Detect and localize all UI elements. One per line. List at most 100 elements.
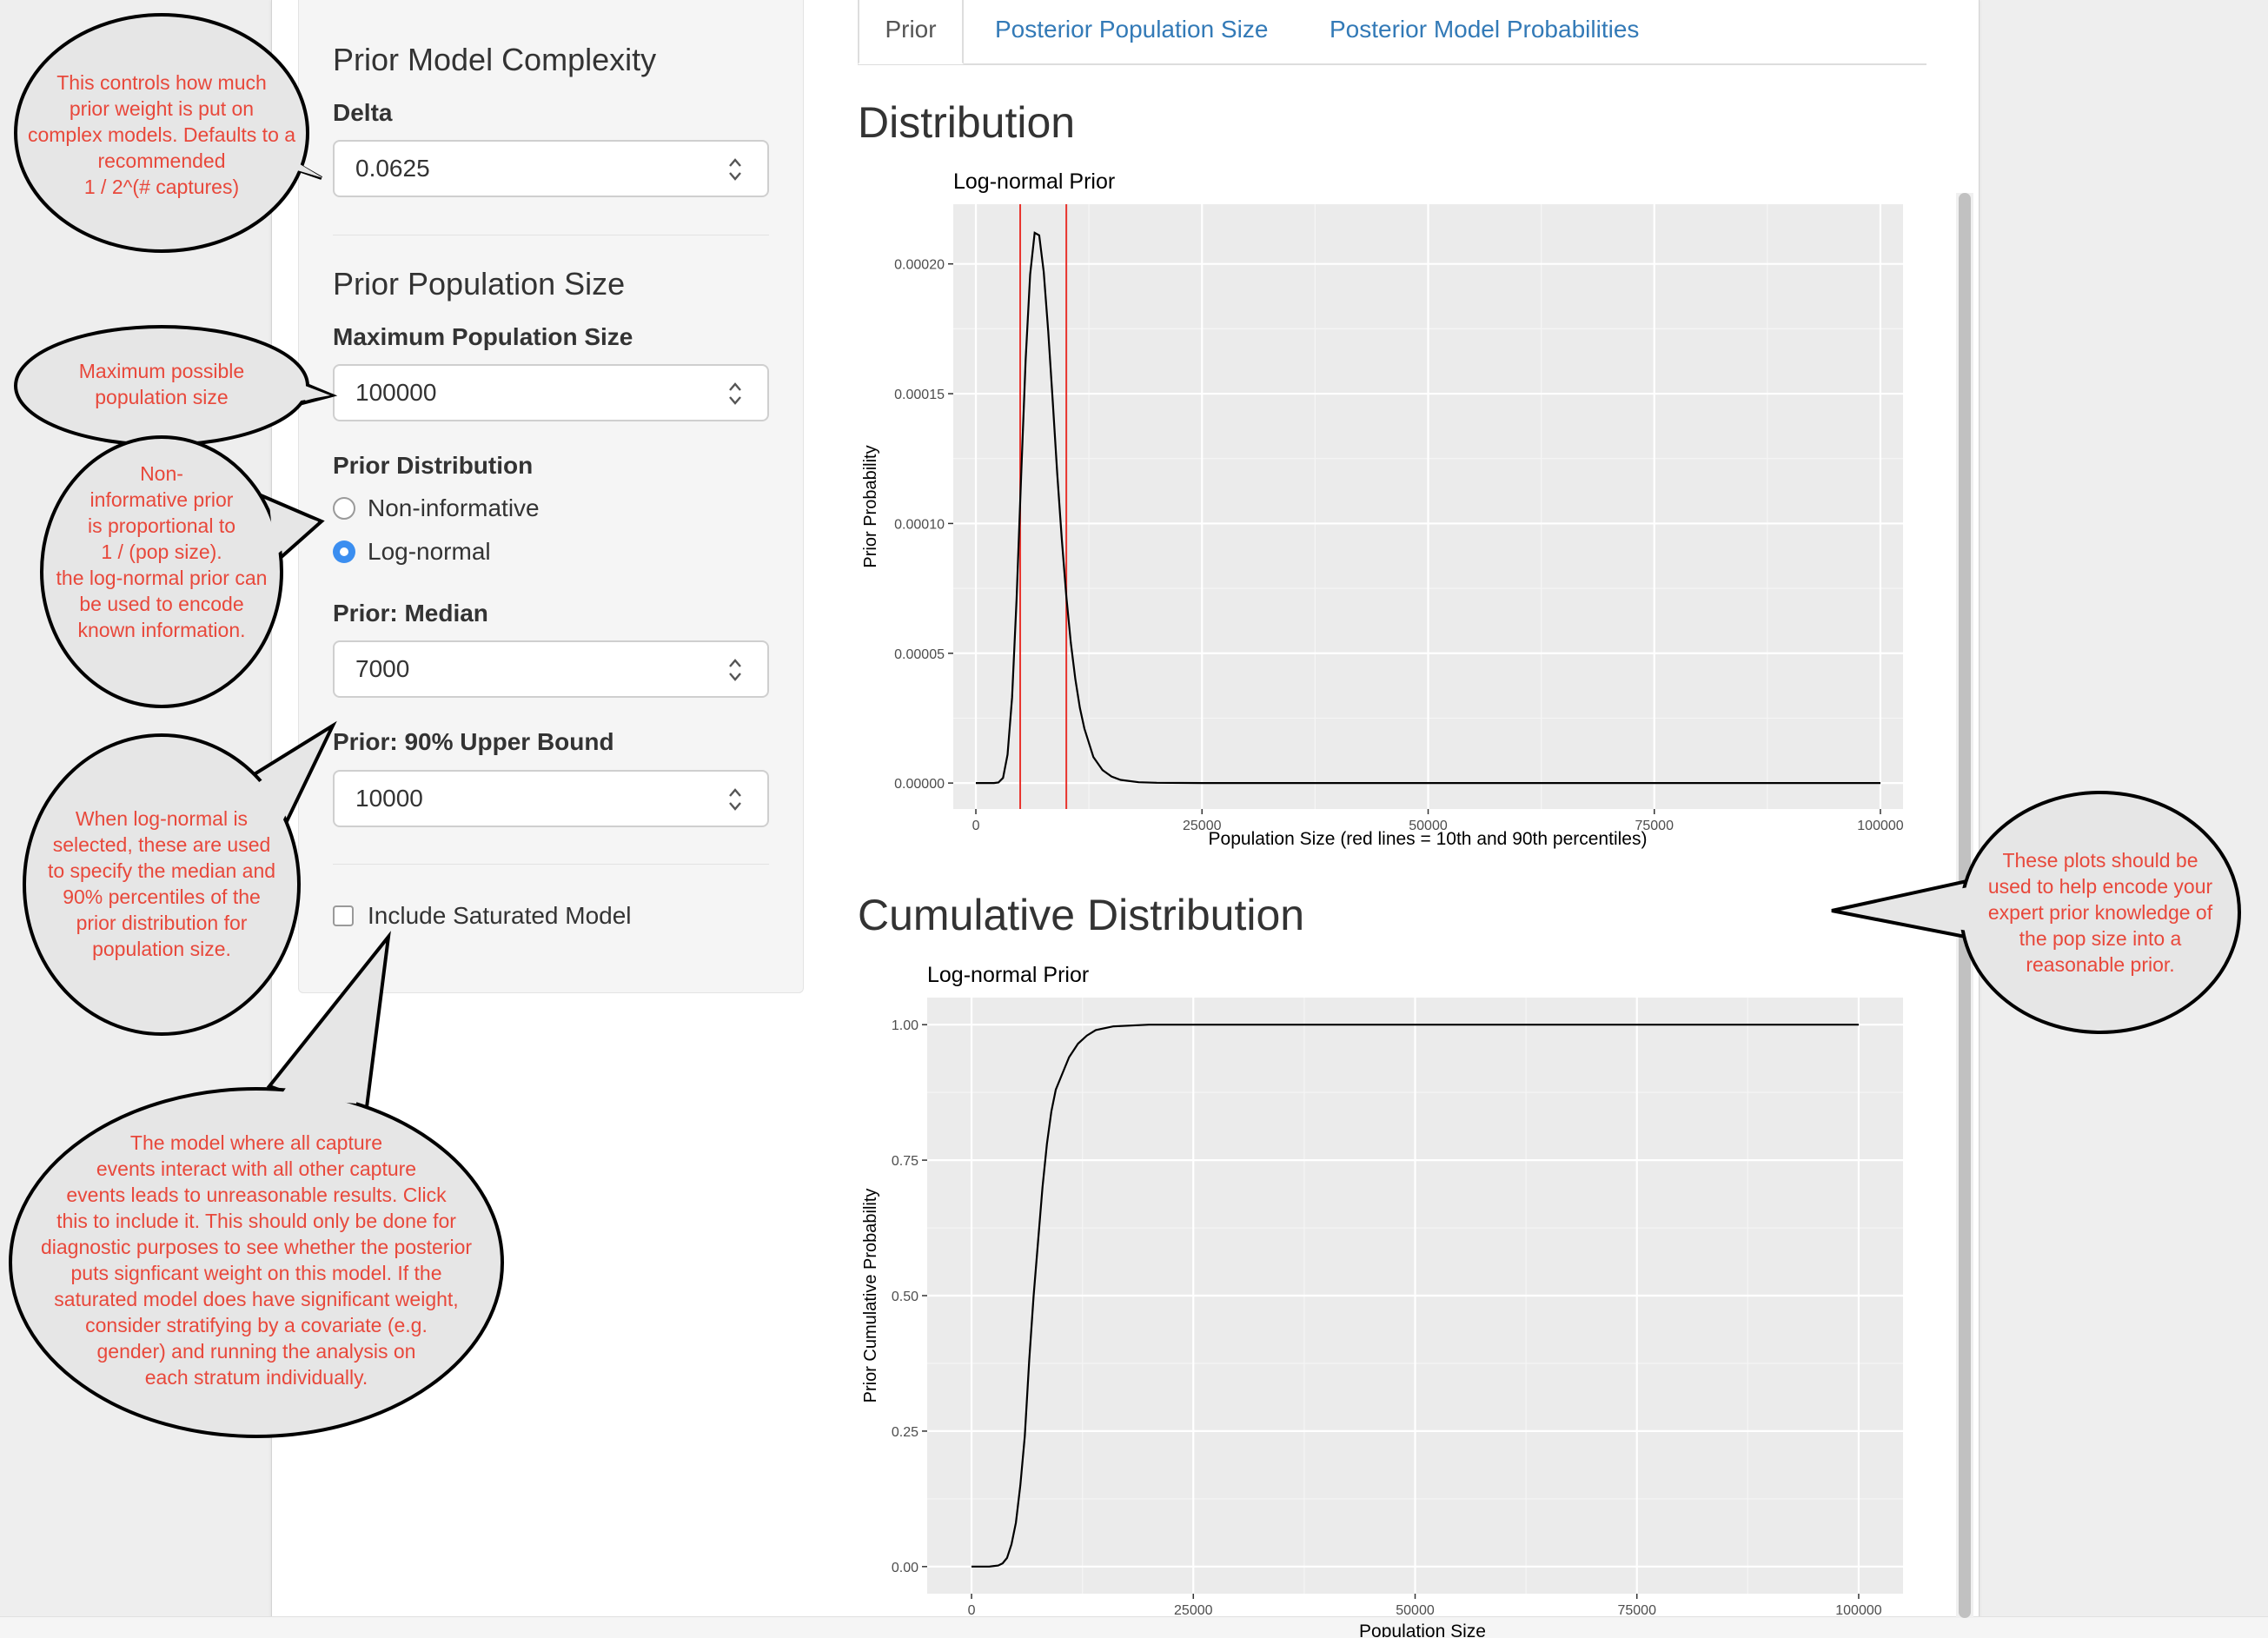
chart-title: Log-normal Prior (927, 963, 1089, 987)
callout-prior-distribution: Non-informative prior is proportional to 1… (40, 435, 325, 708)
x-tick-label: 100000 (1835, 1603, 1881, 1618)
callout-saturated-model: The model where all capture events intera… (9, 931, 504, 1438)
x-tick-label: 25000 (1174, 1603, 1213, 1618)
delta-input[interactable]: 0.0625 (333, 140, 769, 197)
grid-lines (927, 998, 1903, 1594)
bottom-strip (0, 1616, 2268, 1638)
prior-median-input[interactable]: 7000 (333, 640, 769, 698)
radio-off-icon[interactable] (333, 497, 355, 520)
x-tick-label: 75000 (1617, 1603, 1656, 1618)
x-tick-label: 0 (968, 1603, 976, 1618)
y-tick-label: 0.50 (892, 1290, 918, 1304)
checkbox-icon[interactable] (333, 905, 354, 926)
callout-line: the pop size into a (2019, 927, 2182, 950)
callout-line: recommended (97, 149, 225, 172)
callout-line: saturated model does have significant we… (54, 1288, 458, 1310)
callout-line: Non- (140, 462, 183, 485)
prior-median-value: 7000 (355, 655, 410, 682)
divider (333, 864, 769, 865)
callout-line: used to help encode your (1988, 875, 2213, 898)
prior-upper-bound-label: Prior: 90% Upper Bound (333, 728, 614, 755)
callout-line: 1 / (pop size). (101, 540, 222, 563)
prior-cumulative-chart: Log-normal Prior 0 25000 50000 75000 100000 0… (861, 963, 1903, 1637)
callout-line: diagnostic purposes to see whether the p… (41, 1236, 472, 1258)
stepper-icon[interactable] (727, 786, 743, 813)
stepper-icon[interactable] (727, 656, 743, 684)
callout-line: puts signficant weight on this model. If… (70, 1262, 441, 1284)
tab-posterior-population-size[interactable]: Posterior Population Size (995, 16, 1269, 43)
y-tick-label: 0.00015 (894, 388, 945, 402)
x-tick-label: 25000 (1183, 819, 1222, 833)
prior-median-label: Prior: Median (333, 600, 488, 627)
delta-label: Delta (333, 99, 393, 126)
cumulative-distribution-heading: Cumulative Distribution (858, 891, 1305, 939)
y-tick-label: 0.00000 (894, 777, 945, 792)
callout-line: events interact with all other capture (96, 1157, 416, 1180)
callout-plots: These plots should be used to help encode… (1831, 791, 2241, 1034)
callout-line: prior weight is put on (70, 97, 254, 120)
callout-line: be used to encode (79, 593, 243, 615)
callout-delta: This controls how much prior weight is pu… (14, 13, 323, 253)
callout-line: 1 / 2^(# captures) (84, 176, 239, 198)
callout-line: complex models. Defaults to a (28, 123, 295, 146)
x-tick-label: 50000 (1409, 819, 1448, 833)
axes: 0 25000 50000 75000 100000 0.00000 0.00005 0.00… (894, 258, 1904, 833)
distribution-heading: Distribution (858, 98, 1076, 147)
stepper-icon[interactable] (727, 380, 743, 408)
callout-line: These plots should be (2002, 849, 2198, 872)
prior-model-complexity-heading: Prior Model Complexity (333, 42, 657, 77)
prior-density-chart: Log-normal Prior 0 25000 50000 75000 1000000… (861, 169, 1904, 849)
tab-prior[interactable]: Prior (858, 0, 964, 64)
x-tick-label: 0 (972, 819, 980, 833)
callout-line: consider stratifying by a covariate (e.g… (85, 1314, 428, 1336)
callout-line: 90% percentiles of the (63, 885, 261, 908)
prior-distribution-label: Prior Distribution (333, 452, 534, 479)
callout-line: known information. (77, 619, 245, 641)
callout-line: selected, these are used (53, 833, 271, 856)
callout-line: population size. (92, 938, 231, 960)
radio-selected-icon[interactable] (333, 540, 355, 563)
radio-label-non-informative: Non-informative (368, 494, 540, 521)
max-population-value: 100000 (355, 379, 437, 406)
prior-upper-bound-input[interactable]: 10000 (333, 770, 769, 827)
stepper-icon[interactable] (727, 156, 743, 183)
callout-line: population size (95, 386, 228, 408)
include-saturated-model-label: Include Saturated Model (368, 902, 632, 929)
callout-line: gender) and running the analysis on (97, 1340, 416, 1363)
max-population-input[interactable]: 100000 (333, 364, 769, 421)
callout-line: Maximum possible (79, 360, 244, 382)
callout-line: reasonable prior. (2026, 953, 2174, 976)
x-axis-label: Population Size (red lines = 10th and 90… (1209, 829, 1648, 849)
tab-posterior-model-probabilities[interactable]: Posterior Model Probabilities (1330, 16, 1640, 43)
callout-line: prior distribution for (76, 912, 248, 934)
x-tick-label: 50000 (1396, 1603, 1435, 1618)
y-axis-label: Prior Cumulative Probability (861, 1189, 880, 1403)
prior-population-size-heading: Prior Population Size (333, 266, 626, 302)
y-tick-label: 1.00 (892, 1018, 918, 1033)
callout-line: This controls how much (56, 71, 267, 94)
callout-line: each stratum individually. (145, 1366, 368, 1389)
max-population-label: Maximum Population Size (333, 323, 633, 350)
x-tick-label: 100000 (1857, 819, 1903, 833)
callout-log-normal: When log-normal is selected, these are us… (23, 720, 337, 1036)
callout-line: is proportional to (88, 514, 235, 537)
y-tick-label: 0.00005 (894, 647, 945, 662)
density-curve (976, 231, 1880, 785)
y-tick-label: 0.00 (892, 1561, 918, 1575)
chart-title: Log-normal Prior (953, 169, 1115, 194)
radio-label-log-normal: Log-normal (368, 538, 491, 565)
callout-line: this to include it. This should only be … (56, 1210, 456, 1232)
callout-line: The model where all capture (130, 1131, 382, 1154)
callout-line: the log-normal prior can (56, 567, 268, 589)
callout-max-population: Maximum possible population size (14, 325, 338, 447)
prior-upper-bound-value: 10000 (355, 785, 423, 812)
cumulative-curve (972, 1024, 1859, 1568)
y-tick-label: 0.00010 (894, 517, 945, 532)
axes: 0 25000 50000 75000 100000 0.00 0.25 0.50 0.75 1.… (892, 1018, 1882, 1618)
